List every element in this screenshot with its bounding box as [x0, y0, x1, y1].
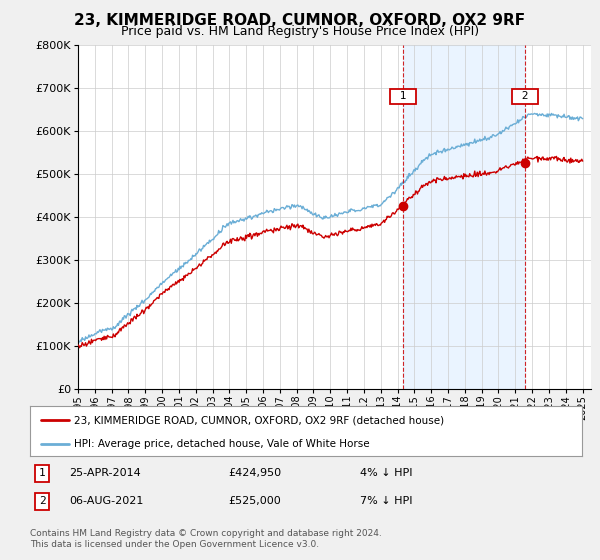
Text: 1: 1 [393, 91, 413, 101]
Text: 1: 1 [38, 468, 46, 478]
Text: £424,950: £424,950 [228, 468, 281, 478]
Text: 2: 2 [515, 91, 535, 101]
Text: 2: 2 [38, 496, 46, 506]
Text: £525,000: £525,000 [228, 496, 281, 506]
Text: 4% ↓ HPI: 4% ↓ HPI [360, 468, 413, 478]
Text: 06-AUG-2021: 06-AUG-2021 [69, 496, 143, 506]
Text: Price paid vs. HM Land Registry's House Price Index (HPI): Price paid vs. HM Land Registry's House … [121, 25, 479, 38]
Text: 25-APR-2014: 25-APR-2014 [69, 468, 141, 478]
Text: 23, KIMMERIDGE ROAD, CUMNOR, OXFORD, OX2 9RF (detached house): 23, KIMMERIDGE ROAD, CUMNOR, OXFORD, OX2… [74, 415, 444, 425]
Text: 7% ↓ HPI: 7% ↓ HPI [360, 496, 413, 506]
Text: 23, KIMMERIDGE ROAD, CUMNOR, OXFORD, OX2 9RF: 23, KIMMERIDGE ROAD, CUMNOR, OXFORD, OX2… [74, 13, 526, 28]
Text: HPI: Average price, detached house, Vale of White Horse: HPI: Average price, detached house, Vale… [74, 439, 370, 449]
Bar [403, 45, 525, 389]
Text: Contains HM Land Registry data © Crown copyright and database right 2024.
This d: Contains HM Land Registry data © Crown c… [30, 529, 382, 549]
